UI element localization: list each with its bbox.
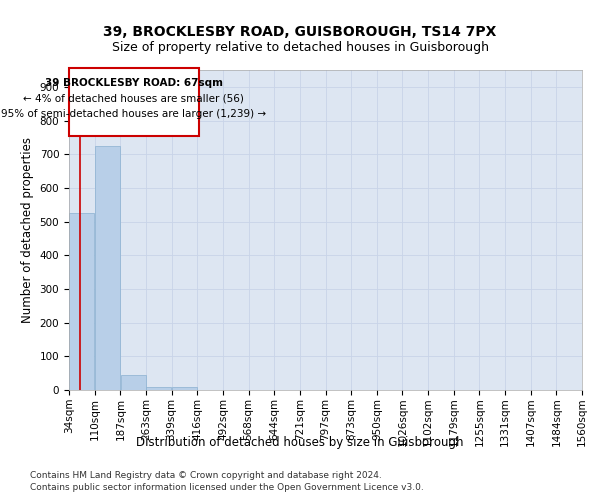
Bar <box>70 213 94 390</box>
Bar <box>146 386 171 390</box>
Text: Contains public sector information licensed under the Open Government Licence v3: Contains public sector information licen… <box>30 482 424 492</box>
Text: Size of property relative to detached houses in Guisborough: Size of property relative to detached ho… <box>112 41 488 54</box>
Bar <box>95 146 120 390</box>
Text: ← 4% of detached houses are smaller (56): ← 4% of detached houses are smaller (56) <box>23 94 244 104</box>
Text: 39, BROCKLESBY ROAD, GUISBOROUGH, TS14 7PX: 39, BROCKLESBY ROAD, GUISBOROUGH, TS14 7… <box>103 26 497 40</box>
Y-axis label: Number of detached properties: Number of detached properties <box>21 137 34 323</box>
Text: Contains HM Land Registry data © Crown copyright and database right 2024.: Contains HM Land Registry data © Crown c… <box>30 472 382 480</box>
Text: 39 BROCKLESBY ROAD: 67sqm: 39 BROCKLESBY ROAD: 67sqm <box>45 78 223 88</box>
FancyBboxPatch shape <box>69 68 199 136</box>
Bar <box>172 388 197 390</box>
Bar <box>121 375 146 390</box>
Text: 95% of semi-detached houses are larger (1,239) →: 95% of semi-detached houses are larger (… <box>1 109 266 119</box>
Text: Distribution of detached houses by size in Guisborough: Distribution of detached houses by size … <box>136 436 464 449</box>
